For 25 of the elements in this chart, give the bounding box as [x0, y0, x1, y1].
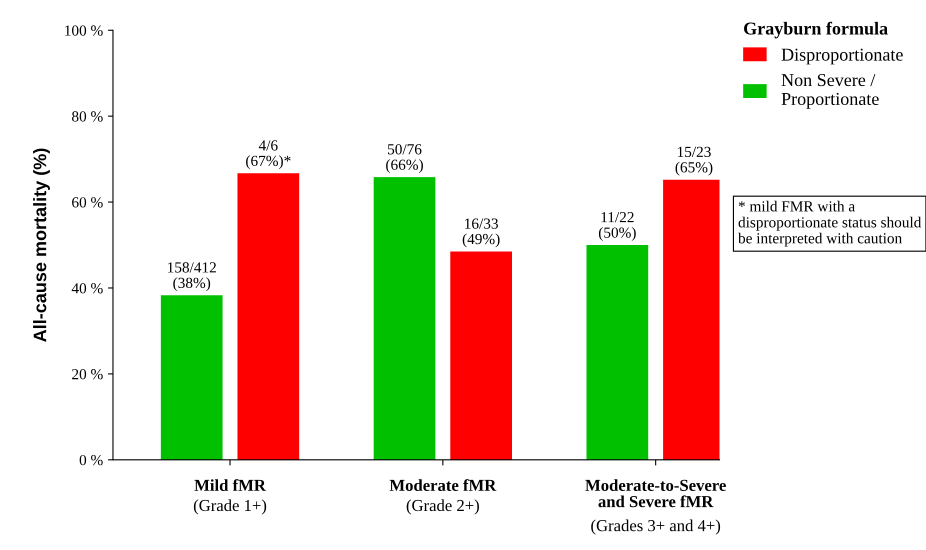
bar — [160, 295, 223, 460]
data-label: 158/412 (38%) — [168, 262, 216, 292]
y-tick-label: 40 % — [72, 283, 103, 294]
legend-title: Grayburn formula — [744, 22, 888, 38]
y-tick-label: 0 % — [80, 454, 103, 466]
y-tick-label: 60 % — [72, 197, 103, 208]
x-tick-label: Moderate fMR (Grade 2+) — [390, 479, 496, 514]
legend-label: Non Severe / Proportionate — [782, 74, 879, 109]
y-tick-label: 80 % — [72, 111, 103, 122]
data-label: 4/6 (67%)* — [246, 140, 291, 170]
y-tick-label: 20 % — [72, 369, 103, 380]
bar — [237, 173, 300, 460]
y-tick-label: 100 % — [65, 25, 103, 36]
y-axis-title: All-cause mortality (%) — [33, 148, 50, 342]
legend-label: Disproportionate — [782, 48, 903, 64]
data-label: 50/76 (66%) — [386, 144, 423, 173]
bar — [374, 177, 436, 460]
text: * mild FMR with a disproportionate status should be interpreted with caution — [738, 200, 922, 247]
data-label: 15/23 (65%) — [676, 146, 712, 176]
data-label: 16/33 (49%) — [462, 218, 500, 248]
data-label: 11/22 (50%) — [598, 212, 636, 241]
bar — [450, 251, 512, 460]
x-tick-label: Mild fMR (Grade 1+) — [194, 479, 266, 514]
bar — [586, 245, 648, 460]
x-tick-label: Moderate-to-Severe and Severe fMR (Grades 3+ and 4+) — [585, 479, 726, 535]
